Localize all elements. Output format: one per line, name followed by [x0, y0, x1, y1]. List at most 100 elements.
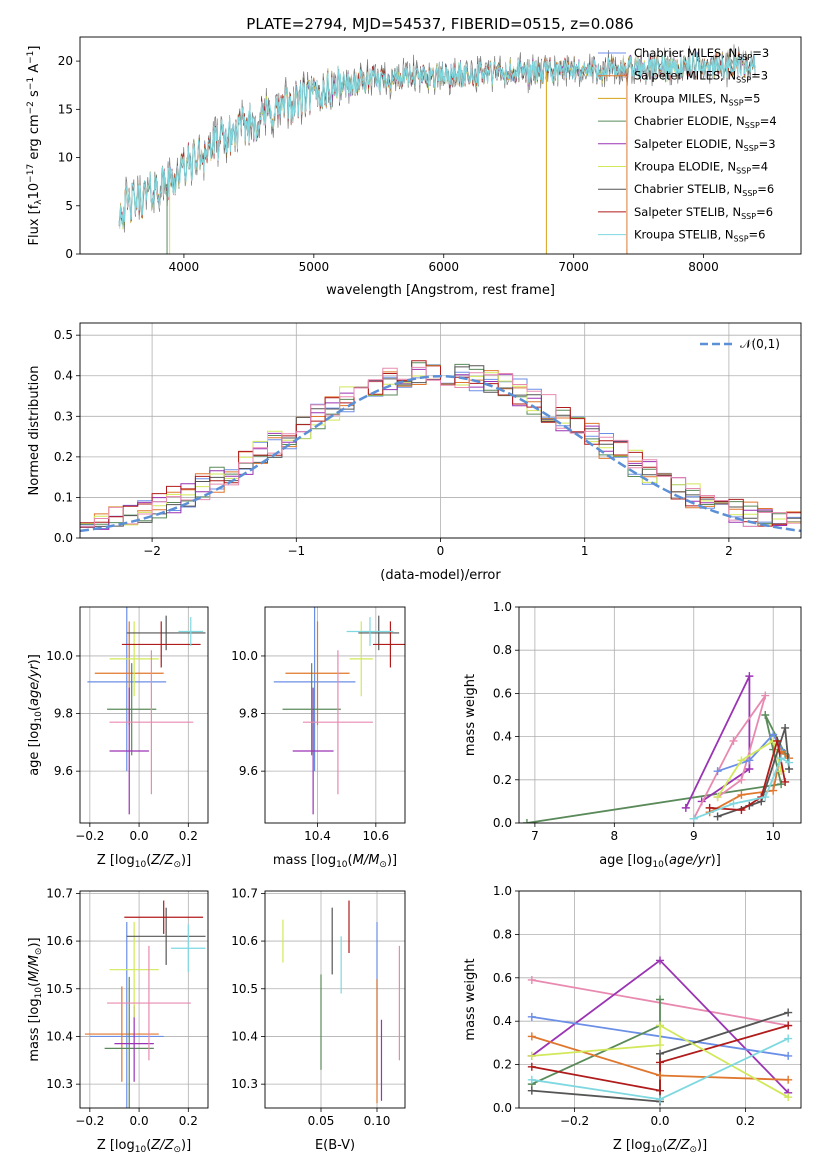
legend-subscript: SSP — [745, 121, 760, 130]
axes-age_vs_Z: −0.2 0.0 0.29.69.810.0Z [log10(Z/Z⊙)]age [… — [27, 606, 209, 870]
point-marker — [737, 790, 746, 799]
label-part: −1 — [26, 51, 36, 64]
x-axis-label: Z [log10(Z/Z⊙)] — [97, 1138, 191, 1155]
y-axis-label: mass [log10(M/M⊙)] — [27, 937, 44, 1061]
y-tick-label: 9.6 — [239, 764, 258, 778]
x-tick-label: 10.6 — [362, 829, 389, 843]
axes-residuals: −2 −1 0 1 2 0.0 0.1 0.2 0.3 0.4 0.5 (data-model)/er… — [27, 322, 802, 583]
label-part: ( — [27, 982, 42, 987]
y-tick-label: 10 — [58, 151, 73, 165]
model-line — [118, 51, 756, 228]
x-tick-label: 8000 — [688, 260, 719, 274]
label-part: s — [27, 90, 42, 101]
label-part: −1 — [26, 77, 36, 90]
legend-label: Chabrier STELIB, NSSP=6 — [634, 182, 774, 198]
label-part: wavelength [Angstrom, rest frame] — [326, 283, 555, 298]
legend-suffix: =6 — [756, 205, 773, 219]
label-part: mass weight — [463, 958, 478, 1040]
label-part: 10 — [651, 1145, 663, 1155]
point-marker — [656, 1049, 664, 1058]
x-tick-label: 10 — [766, 829, 781, 843]
x-tick-label: −2 — [143, 544, 161, 558]
y-tick-label: 0.2 — [493, 773, 512, 787]
y-tick-label: 0.4 — [54, 369, 73, 383]
normal-curve — [80, 374, 801, 533]
x-tick-label: 5000 — [299, 260, 330, 274]
label-part: Z [log — [97, 853, 135, 868]
point-marker — [713, 793, 722, 802]
y-tick-label: 0.2 — [54, 450, 73, 464]
x-tick-label: 0.2 — [736, 1114, 755, 1128]
point-marker — [522, 819, 531, 823]
legend-text: Salpeter ELODIE, N — [634, 137, 744, 151]
label-part: erg cm — [27, 114, 42, 163]
weight-line — [716, 739, 782, 798]
legend-text: Kroupa ELODIE, N — [634, 160, 736, 174]
x-tick-label: 7000 — [558, 260, 589, 274]
label-part: )] — [181, 1138, 191, 1153]
label-part: Z/Z — [150, 853, 174, 868]
legend-suffix: =3 — [759, 137, 776, 151]
label-part: 10 — [34, 711, 44, 723]
axes-spectrum: 4000 5000 6000 7000 8000 0 5 10 15 20 wavelength [… — [26, 36, 802, 298]
point-marker — [761, 793, 770, 802]
point-marker — [761, 711, 770, 719]
model-line — [118, 53, 756, 226]
y-axis-label: Normed distribution — [27, 366, 42, 496]
axes-frame — [79, 322, 802, 539]
plot-area — [87, 607, 206, 815]
x-tick-label: 0.0 — [650, 1114, 669, 1128]
plot-area — [282, 900, 400, 1104]
legend-text: Chabrier MILES, N — [634, 46, 737, 60]
label-part: )] — [27, 937, 42, 947]
legend-label: Kroupa MILES, NSSP=5 — [634, 91, 760, 107]
point-marker — [713, 812, 722, 821]
x-axis-label: (data-model)/error — [380, 568, 501, 583]
plot-area — [80, 360, 801, 533]
label-part: mass [log — [273, 853, 336, 868]
y-tick-label: 10.3 — [231, 1077, 258, 1091]
axes-mass_vs_Z: −0.2 0.0 0.210.310.410.510.610.7Z [log10(Z… — [27, 886, 209, 1155]
legend-text: Chabrier ELODIE, N — [634, 114, 745, 128]
label-part: ( — [664, 853, 669, 868]
y-tick-label: 0 — [65, 247, 73, 261]
point-marker — [784, 1008, 793, 1017]
legend-text: Kroupa MILES, N — [634, 91, 729, 105]
point-marker — [745, 756, 754, 765]
plot-area — [273, 607, 405, 815]
axes-frame — [264, 890, 406, 1109]
label-part: Z [log — [97, 1138, 135, 1153]
label-part: mass [log — [27, 998, 42, 1061]
axes-weight_vs_Z: −0.2 0.0 0.2 0.0 0.2 0.4 0.6 0.8 1.0 Z [log10(Z/Z… — [463, 884, 802, 1155]
plot-area — [527, 956, 793, 1106]
y-tick-label: 9.6 — [54, 764, 73, 778]
label-part: E(B-V) — [315, 1138, 355, 1153]
y-tick-label: 1.0 — [493, 884, 512, 898]
point-marker — [527, 1012, 536, 1021]
y-tick-label: 0.8 — [493, 643, 512, 657]
y-tick-label: 20 — [58, 54, 73, 68]
y-tick-label: 15 — [58, 102, 73, 116]
x-tick-label: 10.4 — [304, 829, 331, 843]
point-marker — [729, 799, 738, 808]
y-tick-label: 0.5 — [54, 328, 73, 342]
x-tick-label: −1 — [287, 544, 305, 558]
figure-title: PLATE=2794, MJD=54537, FIBERID=0515, z=0… — [246, 15, 633, 33]
label-part: )] — [27, 654, 42, 664]
x-tick-label: 6000 — [428, 260, 459, 274]
y-tick-label: 9.8 — [54, 707, 73, 721]
label-part: 10 — [135, 1145, 147, 1155]
point-marker — [745, 765, 754, 773]
x-tick-label: 0.05 — [308, 1114, 335, 1128]
point-marker — [737, 775, 746, 784]
y-tick-label: 0.6 — [493, 971, 512, 985]
label-part: A — [27, 64, 42, 77]
x-tick-label: 2 — [725, 544, 733, 558]
y-axis-label: Flux [fλ10−17 erg cm−2 s−1 A−1] — [26, 46, 44, 246]
point-marker — [656, 1058, 664, 1067]
legend-subscript: SSP — [736, 167, 751, 176]
weight-line — [684, 675, 751, 809]
y-axis-label: mass weight — [463, 674, 478, 756]
